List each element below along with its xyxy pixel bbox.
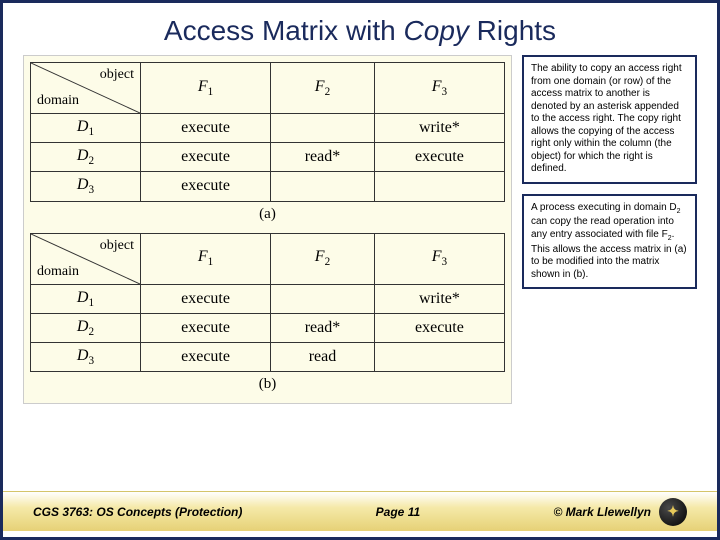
cell: execute xyxy=(374,313,504,342)
row-header: D2 xyxy=(31,143,141,172)
cell: read* xyxy=(271,143,375,172)
cell xyxy=(271,284,375,313)
cell: execute xyxy=(141,313,271,342)
cell: read xyxy=(271,342,375,371)
header-corner: object domain xyxy=(31,63,141,114)
cell: execute xyxy=(374,143,504,172)
object-label: object xyxy=(100,238,134,254)
col-header: F3 xyxy=(374,63,504,114)
cell: write* xyxy=(374,114,504,143)
title-italic: Copy xyxy=(404,15,469,46)
footer-left: CGS 3763: OS Concepts (Protection) xyxy=(33,505,242,519)
cell: execute xyxy=(141,143,271,172)
matrix-b: object domain F1 F2 F3 D1 execute write*… xyxy=(30,233,505,398)
row-header: D2 xyxy=(31,313,141,342)
caption-b: (b) xyxy=(30,372,505,397)
tables-panel: object domain F1 F2 F3 D1 execute write*… xyxy=(23,55,512,404)
col-header: F2 xyxy=(271,233,375,284)
footer-right: © Mark Llewellyn xyxy=(553,505,651,519)
page-title: Access Matrix with Copy Rights xyxy=(3,3,717,55)
title-post: Rights xyxy=(469,15,556,46)
object-label: object xyxy=(100,67,134,83)
cell: execute xyxy=(141,114,271,143)
row-header: D1 xyxy=(31,284,141,313)
col-header: F1 xyxy=(141,63,271,114)
ucf-logo-icon: ✦ xyxy=(659,498,687,526)
cell: read* xyxy=(271,313,375,342)
footer-center: Page 11 xyxy=(376,505,420,519)
caption-a: (a) xyxy=(30,202,505,227)
footer: CGS 3763: OS Concepts (Protection) Page … xyxy=(3,491,717,531)
cell xyxy=(374,342,504,371)
header-corner: object domain xyxy=(31,233,141,284)
row-header: D1 xyxy=(31,114,141,143)
matrix-a: object domain F1 F2 F3 D1 execute write*… xyxy=(30,62,505,227)
col-header: F1 xyxy=(141,233,271,284)
row-header: D3 xyxy=(31,342,141,371)
title-pre: Access Matrix with xyxy=(164,15,404,46)
cell xyxy=(271,114,375,143)
cell: write* xyxy=(374,284,504,313)
note-2: A process executing in domain D2 can cop… xyxy=(522,194,697,290)
row-header: D3 xyxy=(31,172,141,201)
col-header: F3 xyxy=(374,233,504,284)
cell: execute xyxy=(141,172,271,201)
domain-label: domain xyxy=(37,264,79,280)
note-1: The ability to copy an access right from… xyxy=(522,55,697,184)
cell: execute xyxy=(141,284,271,313)
cell xyxy=(271,172,375,201)
cell xyxy=(374,172,504,201)
cell: execute xyxy=(141,342,271,371)
domain-label: domain xyxy=(37,93,79,109)
col-header: F2 xyxy=(271,63,375,114)
notes-panel: The ability to copy an access right from… xyxy=(522,55,697,404)
